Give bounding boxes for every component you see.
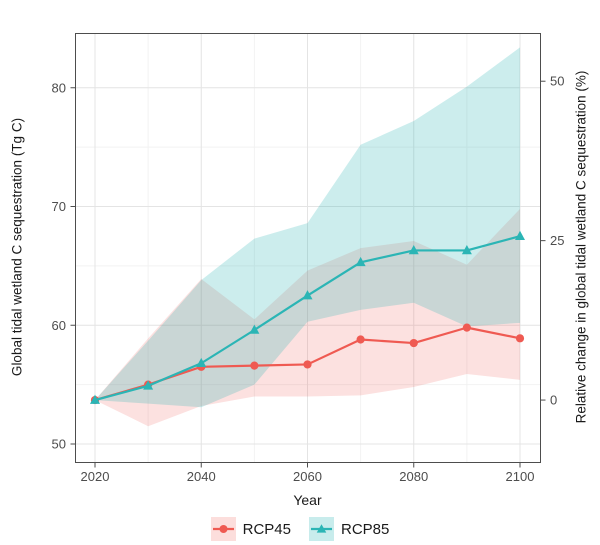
rcp85-point [515, 230, 525, 240]
y-axis-left-title: Global tidal wetland C sequestration (Tg… [9, 117, 25, 377]
rcp85-legend-key-icon [309, 517, 334, 541]
rcp45-point [250, 361, 259, 370]
rcp45-point [462, 323, 471, 332]
y-right-tick-label: 25 [550, 233, 564, 248]
legend-item-rcp85: RCP85 [309, 517, 389, 541]
y-left-tick-label: 70 [52, 199, 66, 214]
rcp85-point [196, 357, 207, 368]
y-left-tick-label: 80 [52, 80, 66, 95]
rcp85-point [355, 256, 366, 267]
rcp85-point [249, 324, 260, 334]
rcp45-legend-key-icon [210, 517, 236, 541]
rcp85-point [408, 245, 419, 255]
x-axis-tick-label: 2060 [293, 469, 322, 484]
y-right-tick-label: 50 [550, 74, 564, 89]
y-left-tick-label: 50 [52, 437, 66, 452]
x-axis-tick-label: 2080 [399, 469, 428, 484]
legend-label-rcp45: RCP45 [242, 520, 291, 538]
rcp85-point [302, 290, 313, 300]
rcp45-confidence-band [95, 208, 520, 427]
legend: RCP45 RCP85 [0, 517, 600, 541]
x-axis-tick-label: 2020 [81, 469, 110, 484]
y-right-tick-label: 0 [550, 393, 557, 408]
rcp85-confidence-band [95, 47, 520, 408]
x-axis-tick-label: 2040 [187, 469, 216, 484]
rcp45-point [303, 360, 312, 369]
y-left-tick-label: 60 [52, 318, 66, 333]
rcp45-point [515, 334, 525, 343]
rcp45-point [409, 338, 418, 348]
rcp85-point [461, 245, 472, 255]
x-axis-tick-label: 2100 [506, 469, 535, 484]
legend-label-rcp85: RCP85 [341, 520, 390, 538]
x-axis-title: Year [293, 492, 322, 508]
legend-item-rcp45: RCP45 [210, 517, 291, 541]
rcp85-point [90, 394, 100, 404]
y-axis-right-title: Relative change in global tidal wetland … [573, 70, 589, 424]
rcp85-point [143, 380, 154, 390]
rcp45-point [356, 335, 365, 344]
